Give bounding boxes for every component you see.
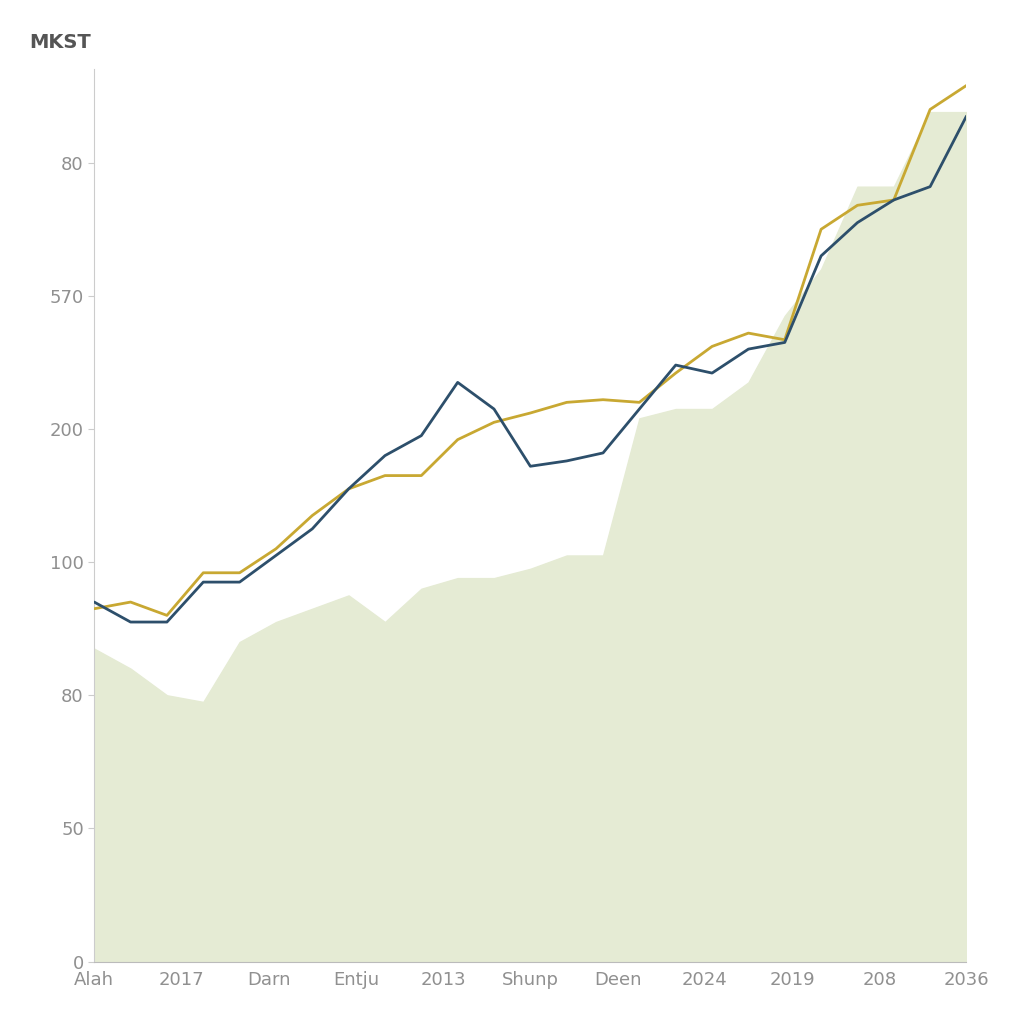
Text: MKST: MKST [29, 33, 90, 51]
